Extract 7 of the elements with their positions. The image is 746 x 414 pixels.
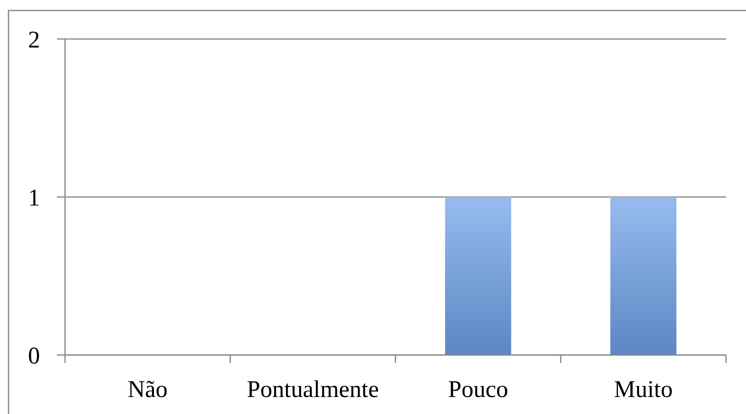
y-tick-label: 2 [28, 27, 40, 54]
y-tick-label: 0 [28, 343, 40, 370]
y-tick-label: 1 [28, 185, 40, 212]
x-tick-label: Não [128, 377, 168, 403]
x-tick-label: Pontualmente [246, 377, 379, 403]
x-tick-label: Pouco [448, 377, 508, 403]
x-tick-label: Muito [614, 377, 673, 403]
